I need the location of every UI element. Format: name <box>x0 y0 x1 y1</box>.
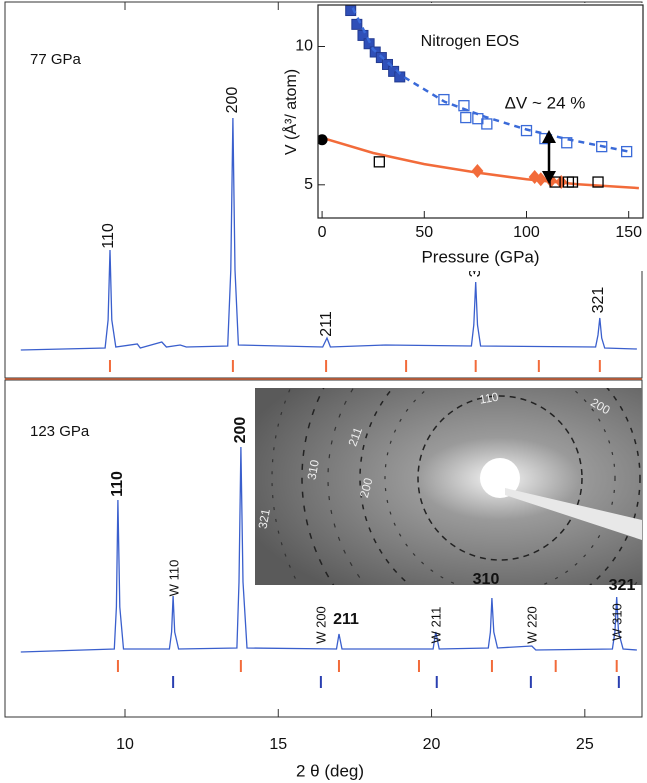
x-tick-label: 20 <box>423 736 441 753</box>
w-label: W 211 <box>428 607 443 644</box>
inset-y-tick-label: 10 <box>295 38 313 55</box>
w-label: W 220 <box>524 606 539 644</box>
panel-label: 123 GPa <box>30 423 90 440</box>
inset-title: Nitrogen EOS <box>421 33 520 50</box>
figure: 77 GPa110200211310321123 GPa110200211310… <box>0 0 647 783</box>
peak-label: 200 <box>224 87 241 114</box>
delta-v-annotation: ΔV ~ 24 % <box>505 93 586 112</box>
w-label: W 310 <box>609 603 624 641</box>
peak-label: 211 <box>333 611 359 628</box>
peak-label: 211 <box>318 311 335 337</box>
x-tick-label: 15 <box>269 736 287 753</box>
inset-y-tick-label: 5 <box>304 176 313 193</box>
inset-x-tick-label: 0 <box>318 224 327 241</box>
peak-label: 110 <box>100 223 117 249</box>
peak-label: 110 <box>109 471 126 497</box>
panel-label: 77 GPa <box>30 51 82 68</box>
w-label: W 200 <box>313 606 328 644</box>
peak-label: 321 <box>609 577 636 594</box>
x-tick-label: 25 <box>576 736 594 753</box>
inset-x-tick-label: 100 <box>513 224 540 241</box>
peak-label: 321 <box>590 287 607 314</box>
peak-label: 200 <box>232 417 249 444</box>
x-axis-label: 2 θ (deg) <box>296 761 364 780</box>
inset-x-tick-label: 150 <box>615 224 642 241</box>
x-tick-label: 10 <box>116 736 134 753</box>
inset-x-tick-label: 50 <box>415 224 433 241</box>
w-label: W 110 <box>166 560 181 597</box>
inset-y-label: V (Å³/ atom) <box>281 69 300 155</box>
inset: 0 50 100 150 5 10 Pressure (GPa) V (Å³/ atom) Ni… <box>281 3 645 271</box>
peak-label: 310 <box>473 571 500 588</box>
inset-x-label: Pressure (GPa) <box>421 247 539 266</box>
